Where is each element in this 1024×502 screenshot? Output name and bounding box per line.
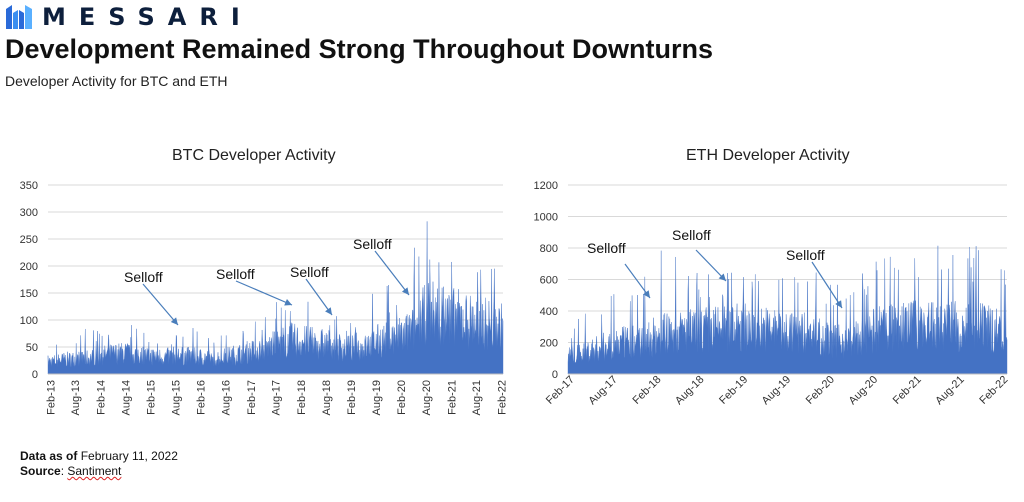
x-tick-label: Aug-21 [933, 374, 967, 408]
y-tick-label: 100 [20, 315, 38, 327]
x-tick-label: Aug-13 [70, 380, 82, 415]
selloff-annotation-label: Selloff [672, 227, 711, 243]
selloff-annotation-label: Selloff [587, 240, 626, 256]
selloff-arrow [695, 249, 727, 282]
eth-chart-title: ETH Developer Activity [686, 147, 850, 164]
x-tick-label: Aug-19 [760, 374, 794, 408]
x-tick-label: Aug-21 [471, 380, 483, 415]
x-tick-label: Aug-19 [371, 380, 383, 415]
brand-name: MESSARI [42, 3, 253, 31]
x-tick-label: Feb-18 [630, 374, 663, 407]
selloff-arrowhead [835, 300, 842, 308]
x-tick-label: Aug-18 [321, 380, 333, 415]
y-tick-label: 1200 [534, 180, 558, 192]
y-tick-label: 50 [26, 342, 38, 354]
y-tick-label: 150 [20, 288, 38, 300]
selloff-arrowhead [170, 317, 178, 325]
btc-activity-series [47, 221, 504, 375]
selloff-arrow [305, 278, 333, 316]
selloff-annotation-label: Selloff [124, 269, 163, 285]
y-tick-label: 350 [20, 180, 38, 192]
y-tick-label: 400 [540, 306, 558, 318]
y-tick-label: 800 [540, 243, 558, 255]
y-tick-label: 300 [20, 207, 38, 219]
data-as-of-note: Data as of February 11, 2022 [20, 449, 178, 463]
selloff-annotation-label: Selloff [786, 247, 825, 263]
selloff-arrow [374, 250, 410, 296]
x-tick-label: Aug-17 [586, 374, 620, 408]
x-tick-label: Feb-13 [45, 380, 57, 415]
selloff-arrowhead [284, 299, 292, 306]
selloff-annotation-label: Selloff [216, 266, 255, 282]
x-tick-label: Feb-20 [804, 374, 837, 407]
selloff-arrowhead [643, 290, 650, 298]
x-tick-label: Aug-20 [847, 374, 881, 408]
y-tick-label: 600 [540, 275, 558, 287]
x-tick-label: Feb-17 [544, 374, 577, 407]
page-subtitle: Developer Activity for BTC and ETH [5, 73, 228, 89]
selloff-arrow [624, 263, 651, 299]
selloff-arrow [811, 261, 843, 309]
x-tick-label: Aug-20 [421, 380, 433, 415]
selloff-arrowhead [718, 273, 726, 281]
x-tick-label: Aug-15 [170, 380, 182, 415]
x-tick-label: Feb-15 [146, 380, 158, 415]
selloff-annotation-label: Selloff [353, 236, 392, 252]
y-tick-label: 250 [20, 234, 38, 246]
x-tick-label: Feb-17 [246, 380, 258, 415]
x-tick-label: Feb-22 [496, 380, 508, 415]
y-tick-label: 1000 [534, 212, 558, 224]
messari-logo: MESSARI [6, 4, 253, 30]
messari-m-icon [6, 5, 32, 29]
x-tick-label: Feb-20 [396, 380, 408, 415]
eth-activity-series [567, 245, 1008, 375]
source-value: Santiment [67, 464, 122, 478]
x-tick-label: Feb-16 [196, 380, 208, 415]
x-tick-label: Aug-18 [673, 374, 707, 408]
x-tick-label: Feb-22 [977, 374, 1010, 407]
eth-chart: 0 200 400 600 800 1000 1200 Feb-17 Aug-17 Feb-18 A… [534, 180, 1011, 407]
y-tick-label: 0 [552, 369, 558, 381]
x-tick-label: Feb-19 [346, 380, 358, 415]
x-tick-label: Feb-21 [891, 374, 924, 407]
data-as-of-label: Data as of [20, 449, 78, 463]
source-label: Source [20, 464, 61, 478]
y-tick-label: 200 [20, 261, 38, 273]
x-tick-label: Aug-16 [221, 380, 233, 415]
selloff-arrowhead [401, 287, 409, 295]
selloff-arrow [142, 283, 179, 326]
source-note: Source: Santiment [20, 464, 122, 478]
x-tick-label: Aug-14 [120, 380, 132, 415]
x-tick-label: Feb-21 [446, 380, 458, 415]
x-tick-label: Feb-14 [95, 380, 107, 415]
selloff-arrowhead [325, 307, 332, 315]
btc-chart: 0 50 100 150 200 250 300 350 Feb-13 Aug-13 Feb-14 A… [20, 180, 509, 415]
x-tick-label: Feb-18 [296, 380, 308, 415]
y-tick-label: 0 [32, 369, 38, 381]
y-tick-label: 200 [540, 338, 558, 350]
x-tick-label: Feb-19 [717, 374, 750, 407]
selloff-arrow [235, 280, 293, 306]
selloff-annotation-label: Selloff [290, 264, 329, 280]
page-title: Development Remained Strong Throughout D… [5, 34, 713, 64]
btc-chart-title: BTC Developer Activity [172, 147, 336, 164]
data-as-of-value: February 11, 2022 [80, 449, 178, 463]
x-tick-label: Aug-17 [271, 380, 283, 415]
